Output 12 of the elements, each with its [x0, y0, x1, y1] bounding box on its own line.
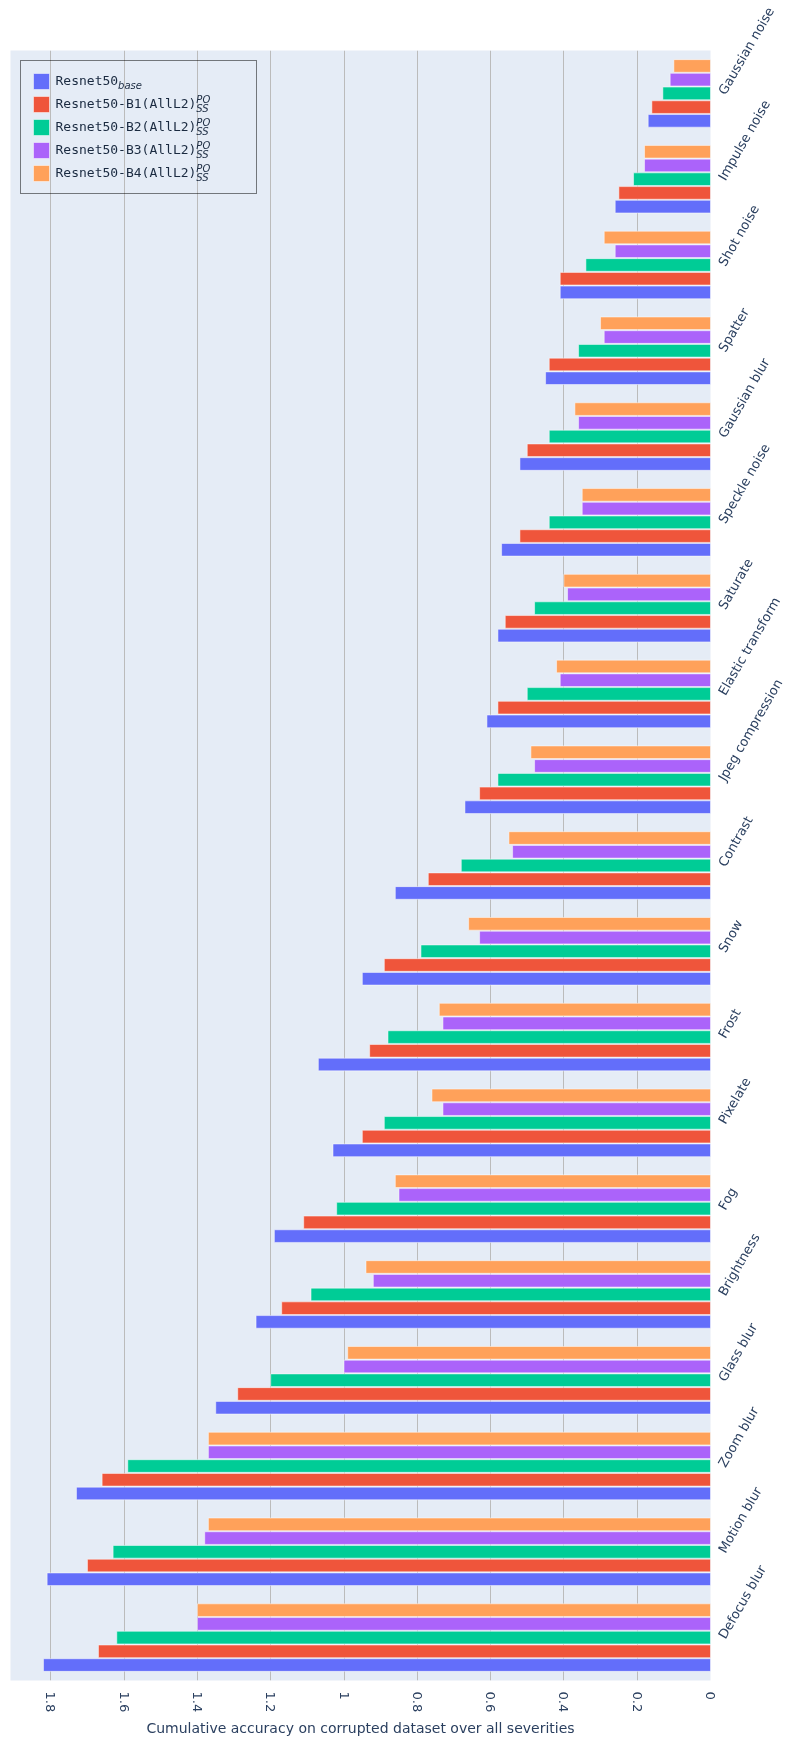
x-tick-label: 0.2: [629, 1691, 645, 1713]
x-tick-label: 0.6: [483, 1691, 499, 1713]
x-axis-title: Cumulative accuracy on corrupted dataset over all severities: [146, 1720, 575, 1737]
y-tick-label: Fog: [715, 1184, 740, 1213]
x-tick-label: 0.4: [556, 1691, 572, 1713]
x-tick-label: 1.6: [116, 1691, 132, 1713]
x-tick-label: 0.8: [409, 1691, 425, 1713]
x-tick-label: 1: [336, 1691, 352, 1700]
x-tick-label: 1.8: [43, 1691, 59, 1713]
x-tick-label: 0: [703, 1691, 718, 1700]
x-tick-label: 1.2: [263, 1691, 279, 1713]
x-tick-label: 1.4: [189, 1691, 205, 1713]
